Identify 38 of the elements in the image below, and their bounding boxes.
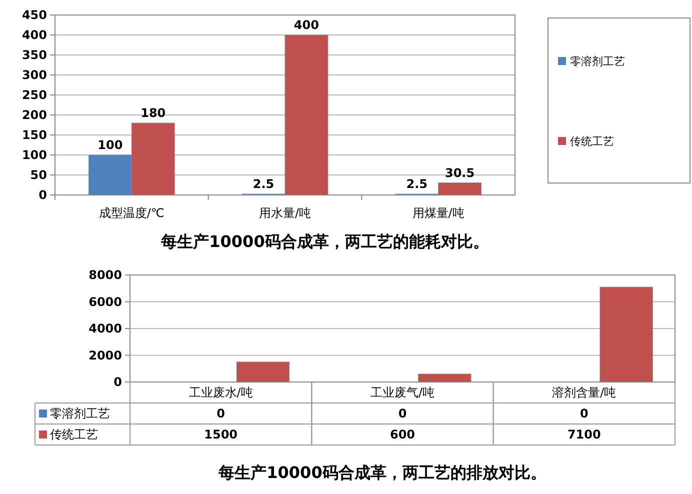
data-label: 1500 (204, 428, 238, 442)
y-tick-label: 0 (114, 375, 122, 390)
x-tick-label: 溶剂含量/吨 (552, 386, 616, 400)
y-tick-label: 450 (22, 8, 47, 22)
y-tick-label: 0 (38, 188, 47, 202)
data-label: 2.5 (252, 177, 274, 191)
data-label: 0 (216, 406, 226, 421)
legend-label: 零溶剂工艺 (50, 406, 110, 421)
data-label: 400 (294, 18, 319, 32)
x-tick-label: 用水量/吨 (258, 206, 312, 220)
x-tick-label: 工业废水/吨 (188, 386, 253, 400)
data-label: 600 (390, 428, 416, 442)
x-tick-label: 成型温度/℃ (98, 206, 164, 220)
x-tick-label: 工业废气/吨 (370, 386, 435, 400)
text: 每生产10000码合成革，两工艺的能耗对比。 (160, 232, 489, 251)
y-tick-label: 6000 (88, 294, 122, 309)
y-tick-label: 8000 (88, 268, 122, 282)
data-label: 0 (580, 406, 588, 421)
data-label: 0 (398, 406, 407, 421)
data-label: 30.5 (444, 166, 475, 180)
y-tick-label: 50 (30, 168, 47, 182)
y-tick-label: 350 (22, 48, 47, 62)
data-label: 180 (140, 106, 166, 120)
y-tick-label: 150 (22, 128, 47, 142)
y-tick-label: 250 (22, 88, 47, 102)
y-tick-label: 100 (22, 148, 47, 162)
legend-label: 传统工艺 (50, 428, 98, 442)
x-tick-label: 用煤量/吨 (412, 206, 464, 220)
y-tick-label: 2000 (88, 348, 122, 362)
data-label: 7100 (567, 428, 601, 442)
y-tick-label: 200 (22, 108, 47, 122)
legend-label: 零溶剂工艺 (570, 54, 625, 68)
legend-label: 传统工艺 (570, 134, 614, 148)
y-tick-label: 300 (22, 68, 47, 82)
text: 每生产10000码合成革，两工艺的排放对比。 (218, 463, 546, 482)
y-tick-label: 4000 (88, 322, 122, 336)
y-tick-label: 400 (22, 28, 47, 42)
data-label: 2.5 (406, 177, 428, 191)
